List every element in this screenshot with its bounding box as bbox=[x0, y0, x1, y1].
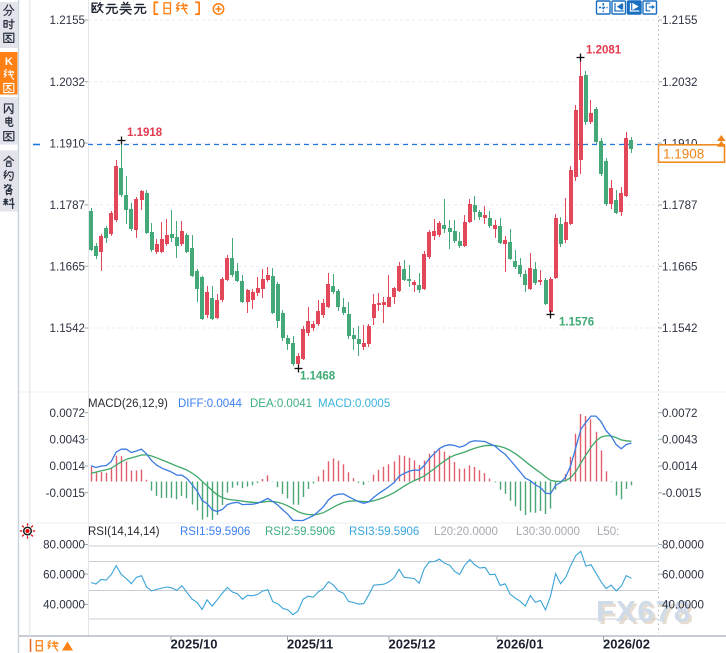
svg-text:L50:: L50: bbox=[597, 526, 619, 538]
svg-text:RSI2:59.5906: RSI2:59.5906 bbox=[265, 526, 335, 538]
svg-text:60.0000: 60.0000 bbox=[662, 568, 704, 581]
svg-text:RSI1:59.5906: RSI1:59.5906 bbox=[180, 526, 250, 538]
svg-text:1.1665: 1.1665 bbox=[662, 260, 697, 273]
svg-text:0.0072: 0.0072 bbox=[662, 407, 697, 420]
svg-text:L30:30.0000: L30:30.0000 bbox=[516, 526, 580, 538]
svg-text:1.1542: 1.1542 bbox=[662, 322, 697, 335]
svg-text:40.0000: 40.0000 bbox=[662, 599, 704, 612]
svg-text:L20:20.0000: L20:20.0000 bbox=[434, 526, 498, 538]
svg-text:1.1910: 1.1910 bbox=[50, 137, 85, 150]
svg-text:FX678: FX678 bbox=[596, 596, 692, 629]
svg-text:DIFF:0.0044: DIFF:0.0044 bbox=[178, 398, 243, 410]
svg-text:-0.0015: -0.0015 bbox=[662, 487, 701, 500]
svg-text:2026/01: 2026/01 bbox=[497, 637, 544, 652]
svg-text:MACD(26,12,9): MACD(26,12,9) bbox=[88, 398, 168, 410]
svg-text:1.1542: 1.1542 bbox=[50, 322, 85, 335]
svg-text:-0.0015: -0.0015 bbox=[46, 487, 85, 500]
svg-text:K: K bbox=[5, 56, 13, 68]
svg-text:2025/11: 2025/11 bbox=[287, 637, 333, 652]
svg-text:DEA:0.0041: DEA:0.0041 bbox=[250, 398, 312, 410]
svg-text:2025/12: 2025/12 bbox=[389, 637, 436, 652]
svg-text:1.2032: 1.2032 bbox=[50, 76, 85, 89]
svg-text:80.0000: 80.0000 bbox=[662, 539, 704, 552]
svg-text:1.1908: 1.1908 bbox=[663, 147, 704, 162]
svg-text:2026/02: 2026/02 bbox=[603, 637, 650, 652]
svg-text:RSI3:59.5906: RSI3:59.5906 bbox=[349, 526, 419, 538]
svg-text:1.2032: 1.2032 bbox=[662, 76, 697, 89]
svg-text:2025/10: 2025/10 bbox=[171, 637, 218, 652]
svg-text:MACD:0.0005: MACD:0.0005 bbox=[318, 398, 390, 410]
svg-text:60.0000: 60.0000 bbox=[43, 568, 85, 581]
svg-text:80.0000: 80.0000 bbox=[43, 539, 85, 552]
svg-text:1.1576: 1.1576 bbox=[559, 317, 594, 329]
svg-text:1.1787: 1.1787 bbox=[662, 199, 697, 212]
svg-text:1.2155: 1.2155 bbox=[50, 14, 85, 27]
svg-text:RSI(14,14,14): RSI(14,14,14) bbox=[88, 526, 160, 538]
svg-text:0.0043: 0.0043 bbox=[50, 434, 85, 447]
svg-text:0.0043: 0.0043 bbox=[662, 434, 697, 447]
svg-text:40.0000: 40.0000 bbox=[43, 599, 85, 612]
svg-text:1.1918: 1.1918 bbox=[127, 127, 163, 139]
svg-text:FX678: FX678 bbox=[599, 598, 695, 631]
svg-text:0.0014: 0.0014 bbox=[662, 460, 698, 473]
svg-text:1.2081: 1.2081 bbox=[586, 45, 622, 57]
svg-text:1.1468: 1.1468 bbox=[300, 371, 336, 383]
svg-text:1.2155: 1.2155 bbox=[662, 14, 697, 27]
svg-text:1.1665: 1.1665 bbox=[50, 260, 85, 273]
svg-text:0.0072: 0.0072 bbox=[50, 407, 85, 420]
svg-text:0.0014: 0.0014 bbox=[50, 460, 86, 473]
svg-text:1.1787: 1.1787 bbox=[50, 199, 85, 212]
